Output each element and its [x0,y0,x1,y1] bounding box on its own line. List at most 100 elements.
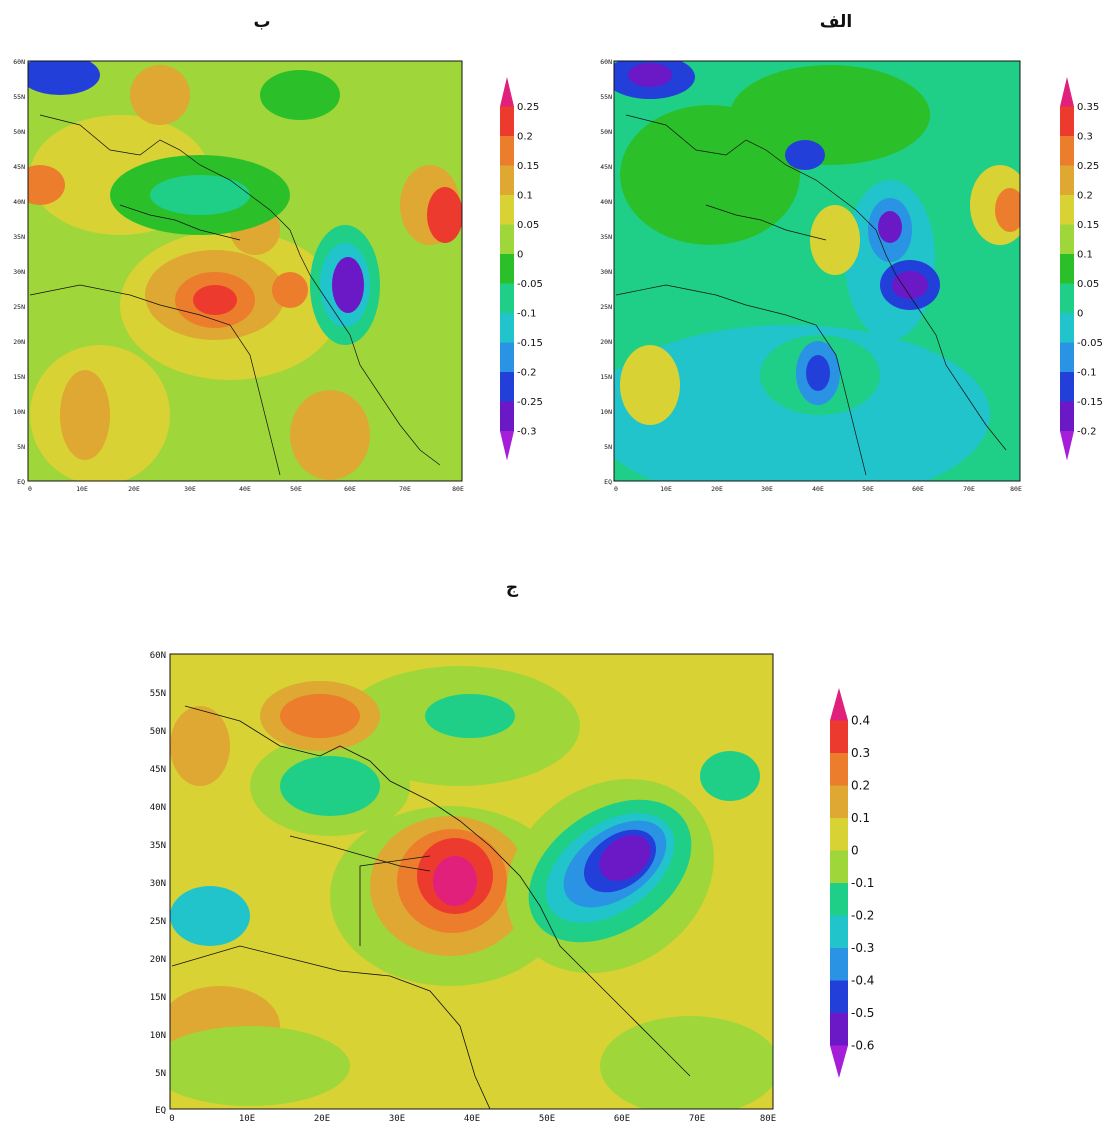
panel-b-field [28,61,462,481]
lon-label: 80E [1010,485,1022,493]
panel-b-lat-labels: 60N 55N 50N 45N 40N 35N 30N 25N 20N 15N … [13,58,25,486]
lon-label: 40E [239,485,251,493]
lat-label: 45N [150,765,166,775]
colorbar-swatch [500,106,514,136]
lon-label: 20E [711,485,723,493]
colorbar-label: 0 [851,844,859,858]
colorbar-label: -0.25 [517,397,543,408]
panel-b-lon-labels: 0 10E 20E 30E 40E 50E 60E 70E 80E [28,485,464,493]
lat-label: 60N [600,58,612,66]
colorbar-swatch [830,1013,848,1046]
colorbar-swatch [500,372,514,402]
colorbar-label: -0.1 [851,876,874,890]
colorbar-label: 0.05 [517,220,539,231]
colorbar-swatch [1060,372,1074,402]
colorbar-label: -0.2 [851,909,874,923]
colorbar-swatch [500,401,514,431]
colorbar-label: -0.3 [851,941,874,955]
panel-b-title: ب [253,12,271,32]
colorbar-label: 0.25 [517,102,539,113]
colorbar-swatch [500,313,514,343]
lon-label: 40E [812,485,824,493]
lat-label: 5N [604,443,612,451]
colorbar-swatch [500,283,514,313]
panel-c-title: ج [505,578,519,598]
lat-label: 15N [600,373,612,381]
colorbar-swatch [1060,313,1074,343]
colorbar-label: -0.3 [517,427,537,438]
colorbar-label: 0.15 [1077,220,1099,231]
lon-label: 70E [399,485,411,493]
lat-label: 60N [150,651,166,661]
lon-label: 50E [290,485,302,493]
lat-label: 30N [150,879,166,889]
lat-label: 40N [13,198,25,206]
colorbar-swatch [1060,106,1074,136]
colorbar-bottom-triangle [1060,431,1074,461]
colorbar-label: -0.1 [517,309,537,320]
colorbar-label: 0.2 [1077,191,1093,202]
colorbar-label: -0.4 [851,974,874,988]
colorbar-label: 0 [517,250,523,261]
colorbar-label: 0 [1077,309,1083,320]
lat-label: 10N [600,408,612,416]
colorbar-label: -0.15 [1077,397,1103,408]
lat-label: 35N [600,233,612,241]
lat-label: 55N [150,689,166,699]
lat-label: 60N [13,58,25,66]
colorbar-label: 0.25 [1077,161,1099,172]
lat-label: EQ [17,478,25,486]
lat-label: 45N [13,163,25,171]
lat-label: 45N [600,163,612,171]
colorbar-swatch [830,753,848,786]
lon-label: 50E [862,485,874,493]
lat-label: 40N [150,803,166,813]
colorbar-label: 0.05 [1077,279,1099,290]
colorbar-top-triangle [830,688,848,721]
panel-a-lat-labels: 60N 55N 50N 45N 40N 35N 30N 25N 20N 15N … [600,58,612,486]
lon-label: 10E [76,485,88,493]
lon-label: 40E [464,1114,480,1124]
lat-label: 50N [13,128,25,136]
lat-label: 5N [155,1069,166,1079]
lon-label: 0 [169,1114,174,1124]
colorbar-label: 0.15 [517,161,539,172]
lat-label: 20N [600,338,612,346]
lat-label: 5N [17,443,25,451]
colorbar-swatch [500,195,514,225]
colorbar-swatch [1060,283,1074,313]
colorbar-swatch [830,883,848,916]
colorbar-swatch [1060,224,1074,254]
colorbar-label: 0.3 [851,746,870,760]
colorbar-label: -0.05 [1077,338,1103,349]
lat-label: 20N [13,338,25,346]
lat-label: 30N [13,268,25,276]
colorbar-swatch [830,850,848,883]
colorbar-label: -0.5 [851,1006,874,1020]
colorbar-bottom-triangle [500,431,514,461]
colorbar-label: -0.05 [517,279,543,290]
colorbar-swatch [830,980,848,1013]
lon-label: 50E [539,1114,555,1124]
colorbar-top-triangle [1060,77,1074,107]
colorbar-label: -0.1 [1077,368,1097,379]
lat-label: 50N [600,128,612,136]
colorbar-label: -0.15 [517,338,543,349]
colorbar-top-triangle [500,77,514,107]
lat-label: 35N [13,233,25,241]
lat-label: 15N [13,373,25,381]
colorbar-swatch [1060,136,1074,166]
lat-label: 25N [13,303,25,311]
colorbar-label: 0.1 [851,811,870,825]
lon-label: 80E [760,1114,776,1124]
colorbar-bottom-triangle [830,1045,848,1078]
lat-label: 55N [13,93,25,101]
colorbar-label: -0.2 [517,368,537,379]
lon-label: 70E [963,485,975,493]
colorbar-swatch [500,224,514,254]
colorbar-swatch [830,720,848,753]
colorbar-label: -0.6 [851,1039,874,1053]
lon-label: 0 [28,485,32,493]
colorbar-label: 0.1 [1077,250,1093,261]
lat-label: 25N [600,303,612,311]
